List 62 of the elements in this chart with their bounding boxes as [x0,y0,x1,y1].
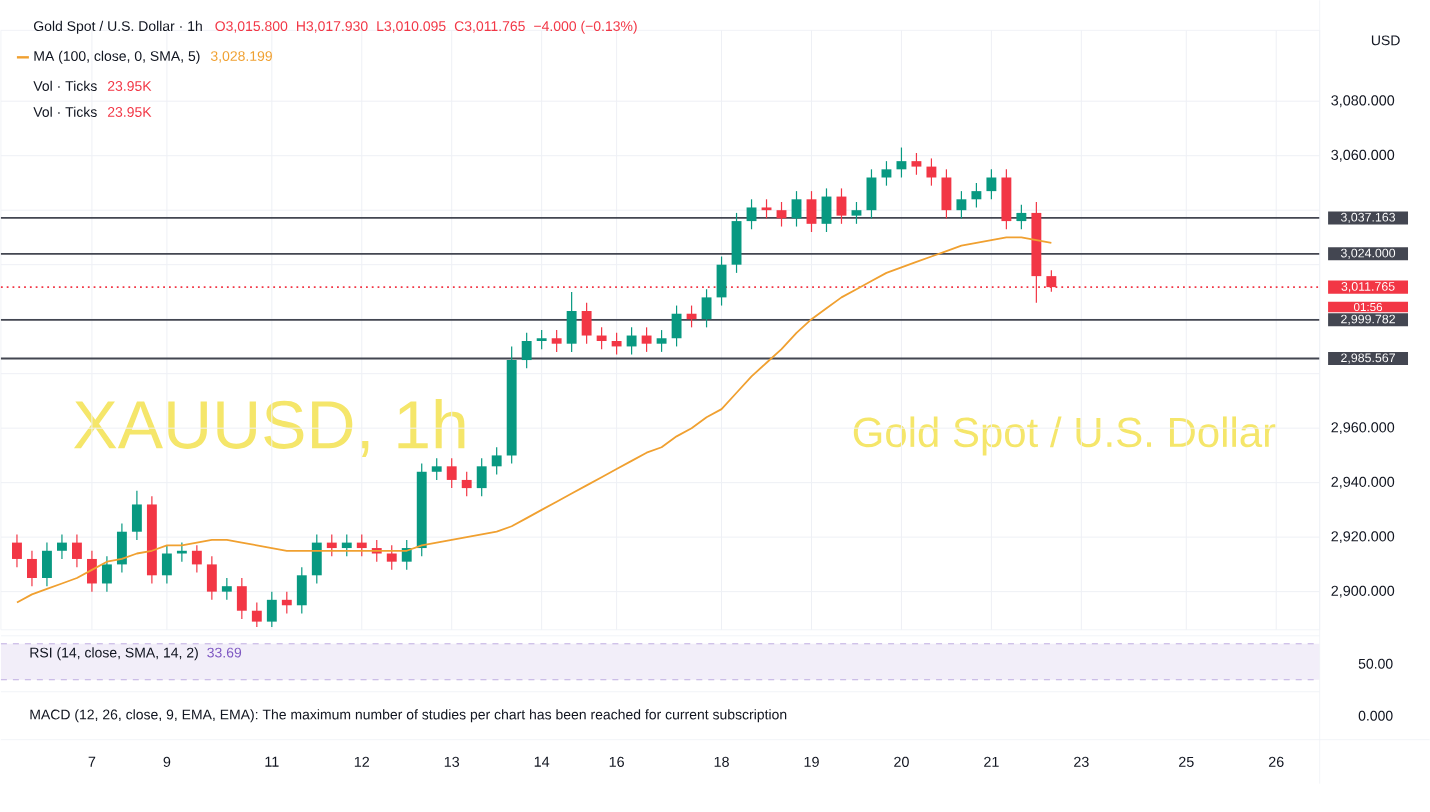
candlestick [101,555,112,593]
candlestick [446,457,457,489]
candlestick [27,550,37,587]
candlestick [116,523,127,574]
candlestick [671,305,682,348]
candlestick [521,332,532,370]
candlestick [911,152,922,176]
candlestick [686,305,697,329]
candlestick [356,534,367,558]
candlestick [971,182,982,209]
candlestick [806,190,817,233]
candlestick [761,198,772,220]
candlestick [476,457,487,498]
candlestick [461,471,472,498]
candlestick [656,329,667,353]
candlestick [851,201,862,225]
candlestick [236,577,247,620]
candlestick [566,291,577,353]
candlestick [296,566,307,615]
candlestick [821,187,832,233]
candlestick [71,534,82,568]
candlestick [251,602,262,628]
candlestick [56,534,67,560]
candlestick [956,190,967,220]
candlestick [536,329,547,350]
candlestick [1016,204,1027,231]
candlestick [86,550,97,593]
annotation: Gold Spot / U.S. Dollar [853,416,1276,456]
candlestick [896,147,907,179]
candlestick [281,591,292,615]
candlestick [626,326,637,356]
candlestick [746,198,757,231]
candlestick [326,534,337,558]
candlestick [581,302,592,345]
candlestick [926,158,937,187]
annotation: XAUUSD, 1h [73,399,465,458]
candlestick [206,555,217,601]
candlestick [986,168,997,201]
candlestick [42,542,52,587]
candlestick [641,326,652,353]
candlestick [191,544,202,574]
candlestick [12,534,22,568]
candlestick [431,457,442,481]
candlestick [131,490,142,541]
candlestick [836,187,847,225]
candlestick [596,326,607,350]
candlestick [341,534,352,558]
candlestick [866,168,877,220]
candlestick [161,544,172,585]
candlestick [701,288,712,329]
candlestick [311,534,322,585]
candlestick [386,544,397,571]
candlestick [551,329,562,353]
candlestick [791,190,802,228]
candlestick [491,446,502,476]
candlestick [266,591,277,628]
candlestick [1001,168,1012,231]
candlestick [941,168,952,220]
candlestick [731,212,742,274]
candlestick [611,332,622,356]
candlestick [176,542,187,563]
candlestick [221,577,232,601]
